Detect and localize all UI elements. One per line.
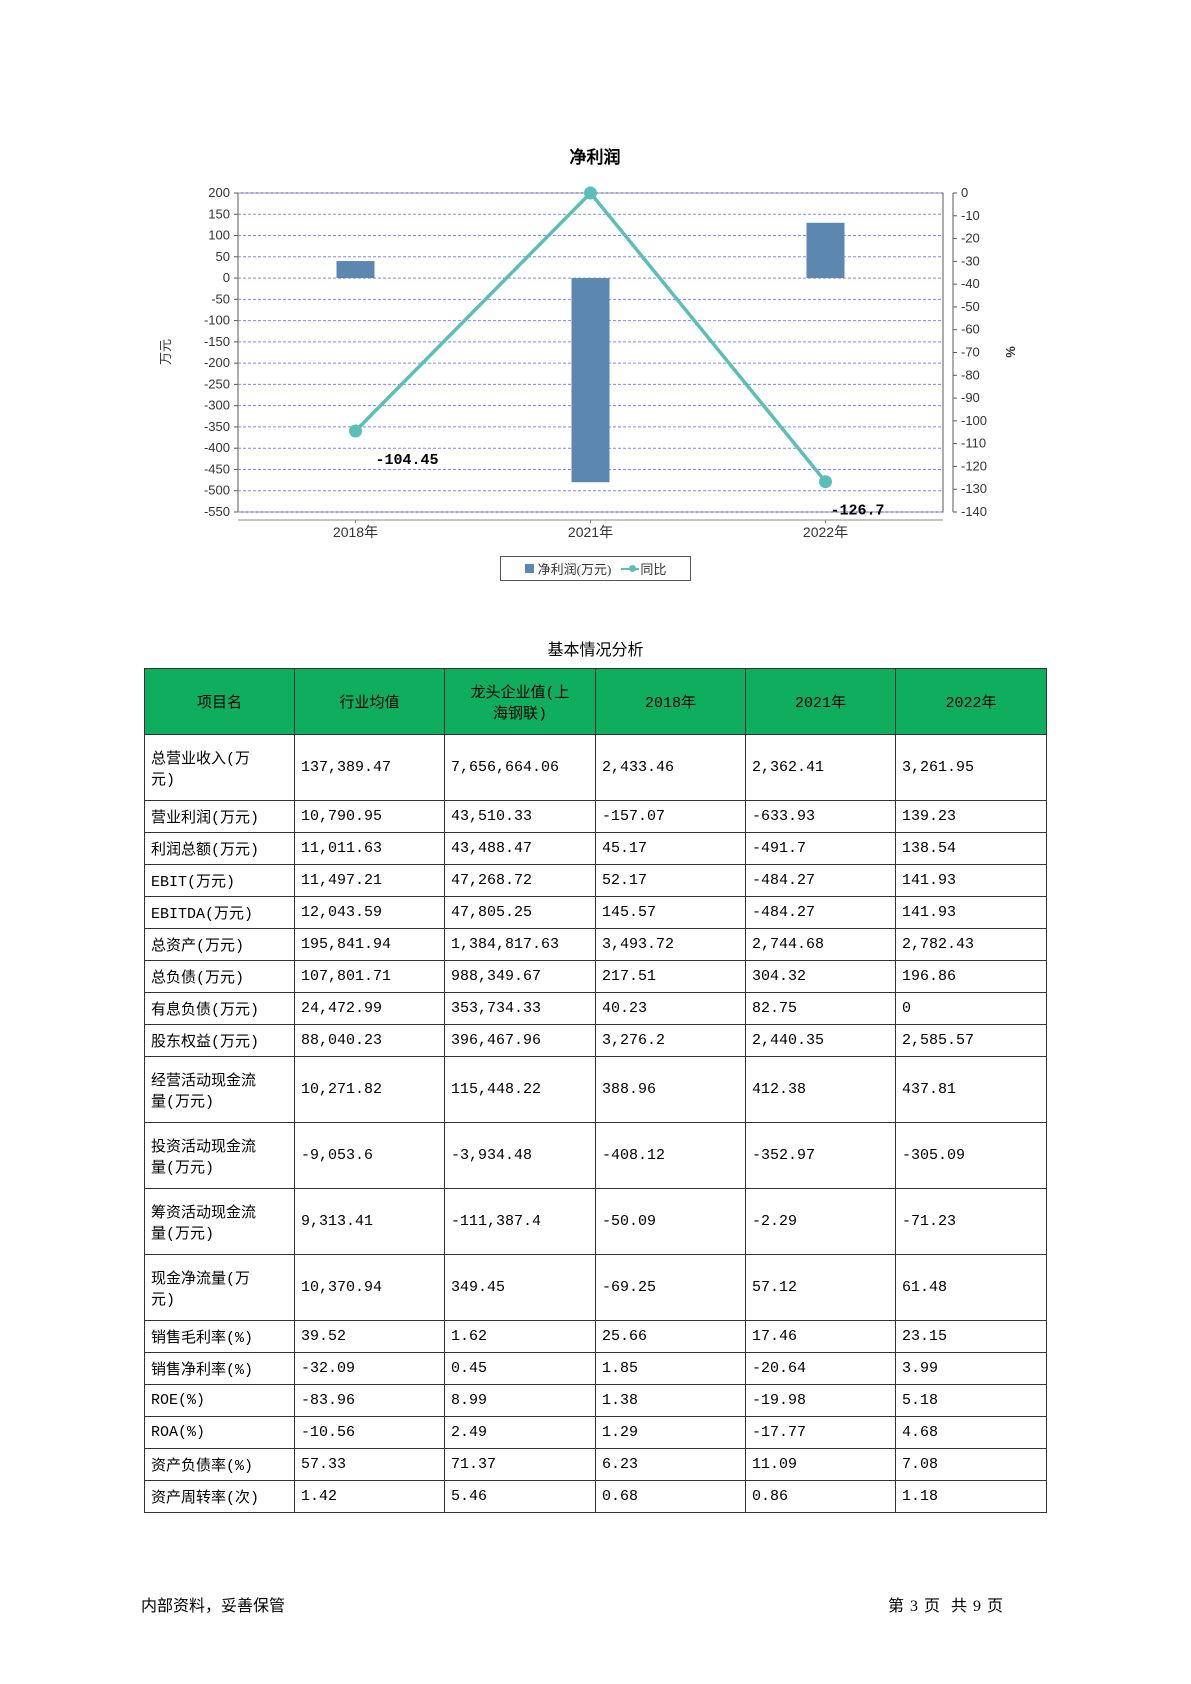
svg-text:-140: -140 (961, 504, 987, 519)
svg-text:-200: -200 (204, 355, 230, 370)
svg-text:-150: -150 (204, 334, 230, 349)
svg-text:-20: -20 (961, 231, 980, 246)
svg-text:%: % (1003, 346, 1018, 358)
svg-text:-104.45: -104.45 (376, 452, 439, 469)
svg-text:-100: -100 (204, 313, 230, 328)
svg-text:50: 50 (216, 249, 230, 264)
svg-text:100: 100 (208, 228, 230, 243)
svg-text:-550: -550 (204, 504, 230, 519)
svg-text:-120: -120 (961, 458, 987, 473)
svg-text:-350: -350 (204, 419, 230, 434)
svg-text:-110: -110 (961, 436, 986, 451)
svg-text:-250: -250 (204, 376, 230, 391)
svg-text:-50: -50 (211, 291, 230, 306)
svg-text:-30: -30 (961, 253, 980, 268)
svg-text:-50: -50 (961, 299, 980, 314)
svg-text:-40: -40 (961, 276, 980, 291)
svg-text:万元: 万元 (158, 339, 173, 365)
svg-text:2022年: 2022年 (803, 524, 848, 540)
svg-text:150: 150 (208, 206, 230, 221)
svg-text:-100: -100 (961, 413, 987, 428)
svg-text:-70: -70 (961, 345, 980, 360)
svg-text:-300: -300 (204, 398, 230, 413)
svg-text:净利润: 净利润 (570, 147, 621, 167)
svg-text:-450: -450 (204, 461, 230, 476)
svg-text:0: 0 (961, 185, 968, 200)
svg-text:-90: -90 (961, 390, 980, 405)
svg-text:-500: -500 (204, 483, 230, 498)
svg-text:-80: -80 (961, 367, 980, 382)
svg-text:-10: -10 (961, 208, 980, 223)
svg-text:0: 0 (223, 270, 230, 285)
svg-text:-60: -60 (961, 322, 980, 337)
svg-text:-400: -400 (204, 440, 230, 455)
svg-text:200: 200 (208, 185, 230, 200)
svg-text:2021年: 2021年 (568, 524, 613, 540)
svg-text:2018年: 2018年 (333, 524, 378, 540)
svg-text:-126.7: -126.7 (831, 503, 885, 520)
svg-text:-130: -130 (961, 481, 987, 496)
